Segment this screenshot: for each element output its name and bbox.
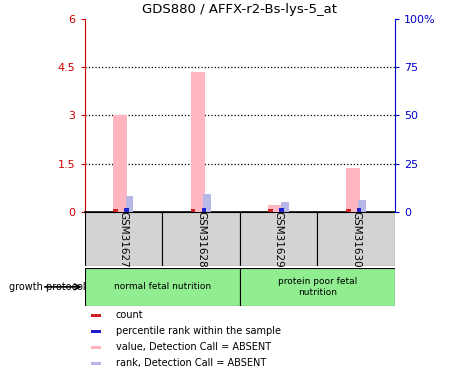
Bar — [191, 209, 196, 212]
Bar — [240, 212, 317, 266]
Bar — [279, 208, 284, 212]
Title: GDS880 / AFFX-r2-Bs-lys-5_at: GDS880 / AFFX-r2-Bs-lys-5_at — [142, 3, 337, 16]
Text: rank, Detection Call = ABSENT: rank, Detection Call = ABSENT — [116, 358, 266, 368]
Text: GSM31630: GSM31630 — [351, 211, 361, 267]
Bar — [240, 268, 395, 306]
Bar — [85, 212, 162, 266]
Bar — [124, 208, 129, 212]
Bar — [85, 268, 240, 306]
Bar — [91, 346, 101, 349]
Bar — [346, 168, 360, 212]
Bar — [281, 202, 289, 212]
Bar — [91, 314, 101, 317]
Bar — [91, 330, 101, 333]
Bar — [358, 200, 366, 212]
Bar — [91, 362, 101, 365]
Bar — [202, 208, 206, 212]
Text: GSM31628: GSM31628 — [196, 211, 206, 267]
Text: percentile rank within the sample: percentile rank within the sample — [116, 326, 281, 336]
Text: normal fetal nutrition: normal fetal nutrition — [114, 282, 211, 291]
Bar — [125, 196, 133, 212]
Text: GSM31629: GSM31629 — [274, 211, 283, 267]
Bar — [113, 116, 127, 212]
Bar — [357, 208, 361, 212]
Text: protein poor fetal
nutrition: protein poor fetal nutrition — [278, 277, 357, 297]
Text: value, Detection Call = ABSENT: value, Detection Call = ABSENT — [116, 342, 271, 352]
Bar — [191, 72, 205, 212]
Text: GSM31627: GSM31627 — [118, 211, 128, 267]
Text: growth protocol: growth protocol — [9, 282, 86, 292]
Bar — [113, 209, 118, 212]
Bar — [268, 209, 273, 212]
Text: count: count — [116, 310, 143, 321]
Bar — [346, 209, 351, 212]
Bar — [268, 205, 282, 212]
Bar — [317, 212, 395, 266]
Bar — [203, 195, 211, 212]
Bar — [162, 212, 240, 266]
